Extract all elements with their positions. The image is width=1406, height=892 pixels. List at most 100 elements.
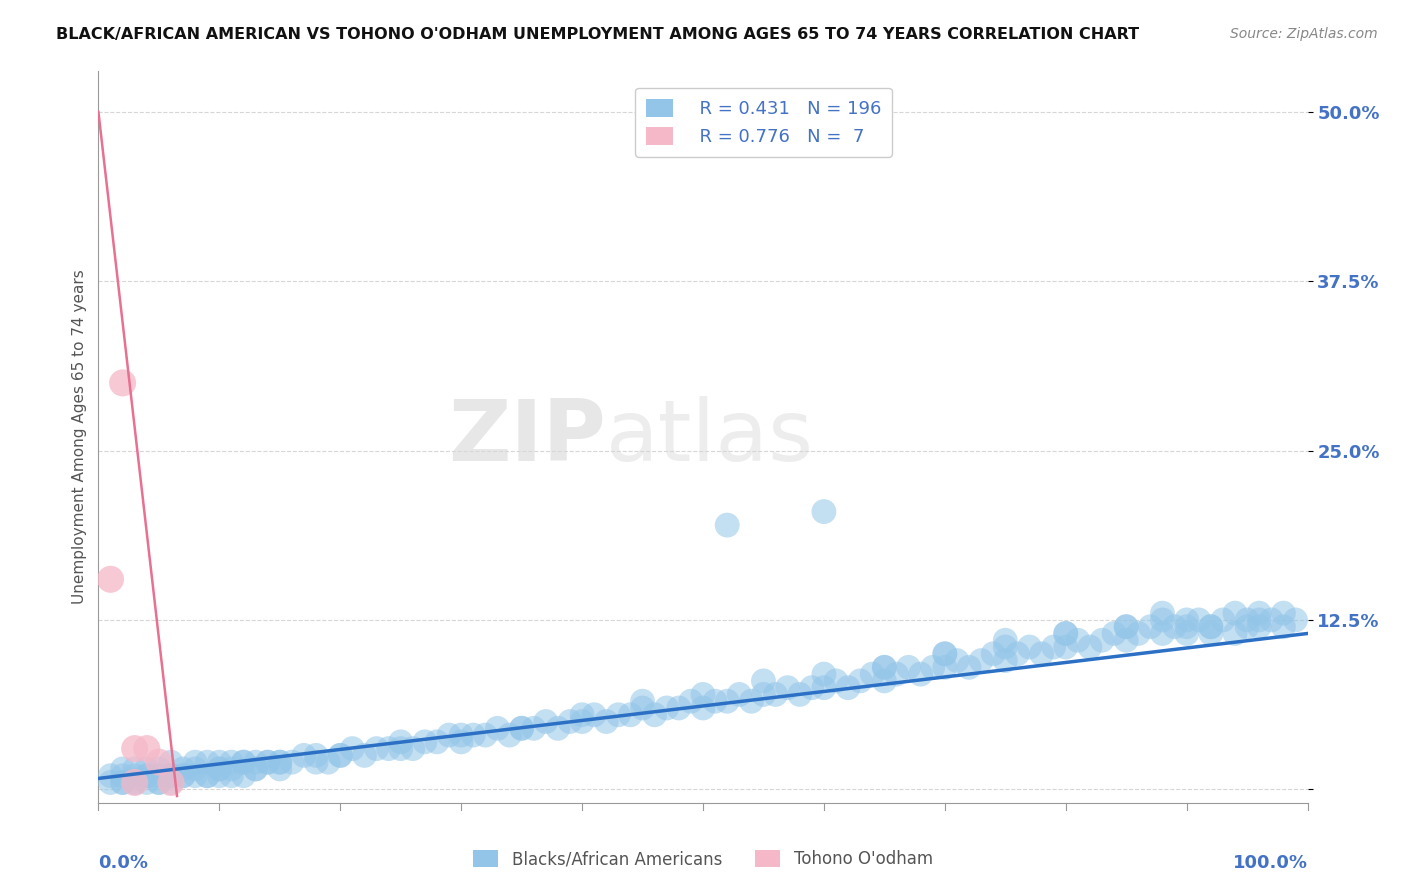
Point — [886, 667, 908, 681]
Point — [135, 741, 157, 756]
Point — [1018, 640, 1040, 654]
Point — [437, 728, 460, 742]
Point — [353, 748, 375, 763]
Point — [1054, 626, 1077, 640]
Point — [124, 741, 146, 756]
Point — [765, 688, 787, 702]
Point — [316, 755, 339, 769]
Point — [232, 769, 254, 783]
Point — [571, 714, 593, 729]
Point — [172, 762, 194, 776]
Point — [172, 769, 194, 783]
Point — [510, 721, 533, 735]
Point — [1067, 633, 1090, 648]
Point — [776, 681, 799, 695]
Point — [1272, 606, 1295, 620]
Point — [1199, 620, 1222, 634]
Point — [1007, 647, 1029, 661]
Point — [100, 769, 122, 783]
Point — [498, 728, 520, 742]
Point — [789, 688, 811, 702]
Point — [111, 775, 134, 789]
Point — [1175, 613, 1198, 627]
Point — [981, 647, 1004, 661]
Point — [1078, 640, 1101, 654]
Point — [148, 769, 170, 783]
Point — [1139, 620, 1161, 634]
Point — [1199, 626, 1222, 640]
Point — [426, 735, 449, 749]
Point — [135, 775, 157, 789]
Point — [366, 741, 388, 756]
Point — [148, 755, 170, 769]
Point — [389, 735, 412, 749]
Point — [1152, 613, 1174, 627]
Point — [160, 755, 183, 769]
Point — [716, 518, 738, 533]
Point — [1272, 620, 1295, 634]
Point — [329, 748, 352, 763]
Text: 0.0%: 0.0% — [98, 854, 149, 872]
Point — [655, 701, 678, 715]
Point — [111, 762, 134, 776]
Point — [1188, 613, 1211, 627]
Point — [342, 741, 364, 756]
Point — [692, 688, 714, 702]
Point — [897, 660, 920, 674]
Point — [221, 755, 243, 769]
Point — [135, 769, 157, 783]
Point — [1249, 620, 1271, 634]
Point — [245, 755, 267, 769]
Point — [208, 762, 231, 776]
Point — [1152, 626, 1174, 640]
Point — [221, 769, 243, 783]
Point — [100, 572, 122, 586]
Point — [269, 762, 291, 776]
Point — [221, 762, 243, 776]
Point — [644, 707, 666, 722]
Point — [994, 654, 1017, 668]
Point — [124, 769, 146, 783]
Point — [1091, 633, 1114, 648]
Point — [329, 748, 352, 763]
Point — [873, 673, 896, 688]
Text: 100.0%: 100.0% — [1233, 854, 1308, 872]
Point — [450, 728, 472, 742]
Point — [305, 748, 328, 763]
Point — [269, 755, 291, 769]
Point — [1115, 620, 1137, 634]
Point — [1175, 620, 1198, 634]
Point — [208, 762, 231, 776]
Point — [631, 694, 654, 708]
Point — [740, 694, 762, 708]
Point — [934, 660, 956, 674]
Point — [100, 775, 122, 789]
Point — [172, 769, 194, 783]
Point — [873, 660, 896, 674]
Point — [232, 755, 254, 769]
Point — [195, 769, 218, 783]
Point — [486, 721, 509, 735]
Point — [1031, 647, 1053, 661]
Point — [534, 714, 557, 729]
Point — [910, 667, 932, 681]
Point — [148, 762, 170, 776]
Point — [1249, 606, 1271, 620]
Point — [111, 376, 134, 390]
Point — [752, 688, 775, 702]
Point — [184, 755, 207, 769]
Point — [413, 735, 436, 749]
Point — [813, 505, 835, 519]
Point — [232, 755, 254, 769]
Point — [631, 701, 654, 715]
Point — [1199, 620, 1222, 634]
Point — [728, 688, 751, 702]
Point — [957, 660, 980, 674]
Point — [208, 769, 231, 783]
Point — [281, 755, 304, 769]
Point — [377, 741, 399, 756]
Point — [389, 741, 412, 756]
Point — [558, 714, 581, 729]
Point — [245, 762, 267, 776]
Point — [1236, 613, 1258, 627]
